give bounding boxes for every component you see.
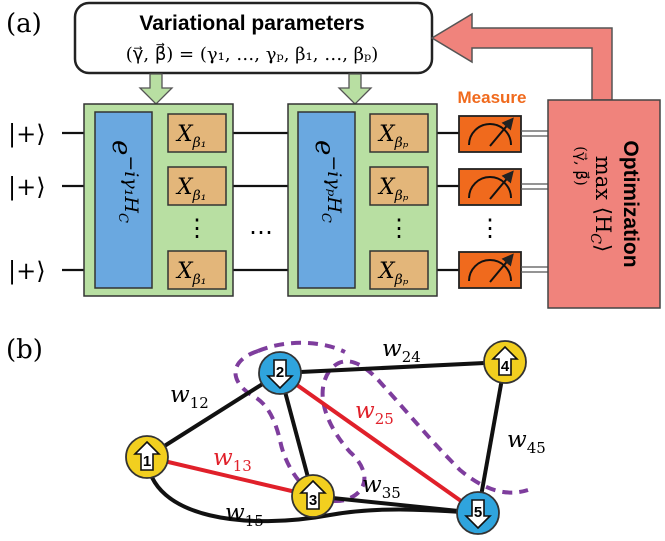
edge-label-25: w25 xyxy=(355,398,394,428)
panel-b-label: (b) xyxy=(6,335,43,365)
svg-text:Xβ₁: Xβ₁ xyxy=(175,259,206,288)
spin-up-icon xyxy=(133,440,161,471)
optimization-objective: max ⟨HC⟩ xyxy=(587,156,615,252)
svg-text:3: 3 xyxy=(309,492,317,509)
svg-text:Xβₚ: Xβₚ xyxy=(377,259,409,288)
svg-text:5: 5 xyxy=(474,504,482,521)
spin-up-icon xyxy=(491,345,519,376)
params-equation: (γ⃗, β⃗) = (γ₁, …, γₚ, β₁, …, βₚ) xyxy=(126,43,379,65)
variational-parameters-box: Variational parameters (γ⃗, β⃗) = (γ₁, …… xyxy=(73,1,434,75)
svg-text:Xβₚ: Xβₚ xyxy=(377,122,409,151)
vdots-layer-p: ⋮ xyxy=(387,214,411,242)
edge-label-12: w12 xyxy=(170,382,209,412)
svg-text:Xβ₁: Xβ₁ xyxy=(175,175,206,204)
cost-unitary-p-label: e−iγₚHC xyxy=(309,140,345,223)
svg-text:e−iγ₁HC: e−iγ₁HC xyxy=(106,140,142,223)
panel-a-label: (a) xyxy=(6,9,42,39)
edge-label-13: w13 xyxy=(213,445,252,475)
ket-2: |+⟩ xyxy=(8,173,46,202)
edge-25 xyxy=(278,371,480,515)
classical-wires xyxy=(521,130,548,273)
edge-45 xyxy=(476,361,507,514)
measure-label: Measure xyxy=(458,88,527,107)
cost-unitary-p xyxy=(297,111,356,289)
svg-text:4: 4 xyxy=(501,358,510,375)
edge-label-15: w15 xyxy=(225,500,264,530)
mixer-1-row-3: Xβ₁ xyxy=(167,250,227,290)
mixer-p-row-1: Xβₚ xyxy=(369,113,429,153)
node-2: 2 xyxy=(258,351,302,395)
vdots-layer-1: ⋮ xyxy=(185,214,209,242)
svg-text:e−iγₚHC: e−iγₚHC xyxy=(309,140,345,223)
mixer-p-row-2: Xβₚ xyxy=(369,166,429,206)
mixer-1-row-2: Xβ₁ xyxy=(167,166,227,206)
meter-1 xyxy=(458,115,522,153)
ket-3: |+⟩ xyxy=(8,257,46,286)
cut-line-upper xyxy=(257,340,346,354)
node-5: 5 xyxy=(456,491,500,535)
hdots-layers: ⋯ xyxy=(249,218,273,246)
optimization-title: Optimization xyxy=(619,140,642,267)
edge-13 xyxy=(146,455,314,498)
cost-unitary-1 xyxy=(94,111,153,289)
spin-down-icon xyxy=(266,359,294,390)
vdots-measure: ⋮ xyxy=(478,214,502,242)
edge-label-45: w45 xyxy=(507,427,546,457)
feedback-arrow xyxy=(430,12,613,101)
meter-3 xyxy=(458,251,522,289)
svg-text:2: 2 xyxy=(276,364,284,381)
edge-24 xyxy=(279,360,506,375)
node-4: 4 xyxy=(483,340,527,384)
edge-label-24: w24 xyxy=(382,336,421,366)
spin-down-icon xyxy=(464,499,492,530)
svg-text:Xβₚ: Xβₚ xyxy=(377,175,409,204)
node-1: 1 xyxy=(125,435,169,479)
optimization-arg: (γ⃗, β⃗) xyxy=(572,146,591,186)
spin-up-icon xyxy=(299,479,327,510)
param-arrow-p xyxy=(337,73,373,105)
cost-unitary-1-label: e−iγ₁HC xyxy=(106,140,142,223)
svg-text:1: 1 xyxy=(143,453,151,470)
layer-p-box: e−iγₚHC Xβₚ Xβₚ ⋮ Xβₚ xyxy=(287,103,438,297)
edge-label-35: w35 xyxy=(362,472,401,502)
edge-15 xyxy=(145,456,479,524)
ket-1: |+⟩ xyxy=(8,120,46,149)
mixer-p-row-3: Xβₚ xyxy=(369,250,429,290)
layer-1-box: e−iγ₁HC Xβ₁ Xβ₁ ⋮ Xβ₁ xyxy=(83,103,234,297)
svg-text:Xβ₁: Xβ₁ xyxy=(175,122,206,151)
param-arrow-1 xyxy=(138,73,174,105)
optimization-box: Optimization max ⟨HC⟩ (γ⃗, β⃗) xyxy=(547,99,661,309)
node-3: 3 xyxy=(291,474,335,518)
meter-2 xyxy=(458,168,522,206)
edge-12 xyxy=(145,371,282,459)
cut-line xyxy=(233,349,529,504)
mixer-1-row-1: Xβ₁ xyxy=(167,113,227,153)
params-title: Variational parameters xyxy=(139,12,364,35)
